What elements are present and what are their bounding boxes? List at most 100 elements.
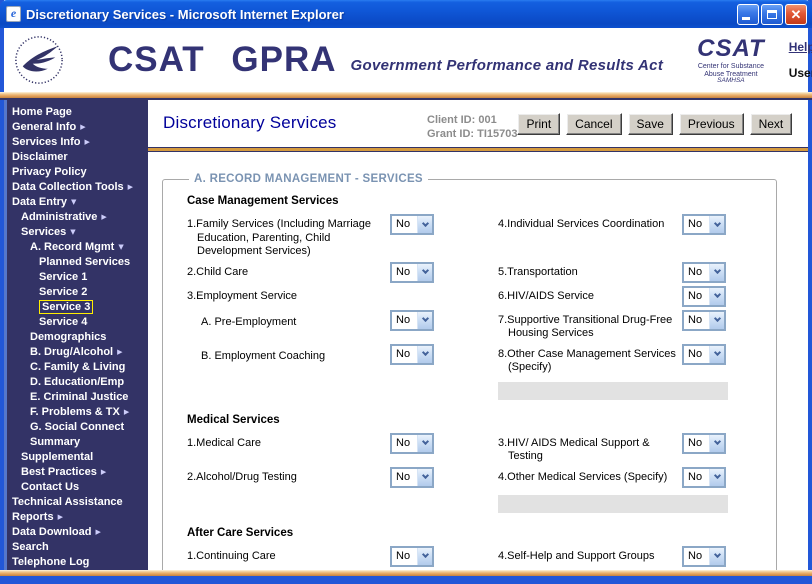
service-select-dropdown[interactable]: No	[682, 309, 726, 331]
next-button[interactable]: Next	[749, 113, 793, 135]
form-row	[187, 491, 772, 516]
service-label: B. Employment Coaching	[201, 349, 326, 362]
sidebar-item-disclaimer[interactable]: Disclaimer	[4, 150, 148, 165]
dropdown-arrow-button[interactable]	[709, 345, 724, 363]
sidebar-item-contact-us[interactable]: Contact Us	[4, 480, 148, 495]
sidebar-item-home-page[interactable]: Home Page	[4, 105, 148, 120]
previous-button[interactable]: Previous	[678, 113, 744, 135]
service-select-dropdown[interactable]: No	[390, 214, 434, 235]
dropdown-arrow-button[interactable]	[709, 311, 724, 329]
select-value: No	[396, 313, 411, 326]
dropdown-arrow-button[interactable]	[709, 547, 724, 565]
sidebar-item-label: Best Practices	[21, 466, 97, 478]
chevron-down-icon	[713, 550, 721, 559]
sidebar-item-search[interactable]: Search	[4, 540, 148, 555]
dropdown-arrow-button[interactable]	[417, 547, 432, 565]
sidebar-item-f-problems-tx[interactable]: F. Problems & TX ▶	[4, 405, 148, 420]
save-button[interactable]: Save	[627, 113, 673, 135]
service-select-dropdown[interactable]: No	[682, 545, 726, 567]
service-label: 1.Continuing Care	[187, 549, 276, 562]
toolbar: Print Cancel Save Previous Next	[517, 113, 802, 135]
print-button[interactable]: Print	[517, 113, 561, 135]
sidebar-item-services[interactable]: Services ▼	[4, 225, 148, 240]
sidebar-item-data-download[interactable]: Data Download ▶	[4, 525, 148, 540]
service-label: 4.Self-Help and Support Groups	[498, 549, 655, 562]
sidebar-item-technical-assistance[interactable]: Technical Assistance	[4, 495, 148, 510]
service-select-dropdown[interactable]: No	[682, 261, 726, 283]
service-label: 1.Family Services (Including Marriage Ed…	[187, 218, 372, 257]
dropdown-arrow-button[interactable]	[709, 434, 724, 452]
sidebar-item-privacy-policy[interactable]: Privacy Policy	[4, 165, 148, 180]
form-row: 1.Medical Care No 3.HIV/ AIDS Medical Supp…	[187, 432, 772, 464]
form-row: 1.Continuing Care No 4.Self-Help and Suppo…	[187, 545, 772, 567]
dropdown-arrow-button[interactable]	[417, 216, 432, 233]
dropdown-arrow-button[interactable]	[709, 263, 724, 281]
app-header: CSAT GPRA Government Performance and Res…	[4, 28, 812, 92]
cancel-button[interactable]: Cancel	[566, 113, 622, 135]
service-select-dropdown[interactable]: No	[390, 466, 434, 488]
minimize-button[interactable]	[737, 3, 759, 25]
dropdown-arrow-button[interactable]	[417, 345, 432, 363]
main-content: Discretionary Services Client ID: 001 Gr…	[148, 100, 808, 570]
service-select-dropdown[interactable]: No	[682, 285, 726, 307]
sidebar-item-data-collection-tools[interactable]: Data Collection Tools ▶	[4, 180, 148, 195]
dropdown-arrow-button[interactable]	[709, 216, 724, 233]
sidebar-item-e-criminal-justice[interactable]: E. Criminal Justice	[4, 390, 148, 405]
form-row: 2.Alcohol/Drug Testing No 4.Other Medical …	[187, 466, 772, 488]
sidebar-item-summary[interactable]: Summary	[4, 435, 148, 450]
specify-input[interactable]	[498, 381, 728, 400]
sidebar-item-service-3[interactable]: Service 3	[4, 300, 148, 315]
service-select-dropdown[interactable]: No	[390, 545, 434, 567]
header-accent-bar	[0, 92, 812, 98]
close-button[interactable]: ✕	[785, 3, 807, 25]
sidebar-item-label: Home Page	[12, 106, 72, 118]
sidebar-item-c-family-living[interactable]: C. Family & Living	[4, 360, 148, 375]
service-select-dropdown[interactable]: No	[682, 569, 726, 570]
sidebar-item-b-drug-alcohol[interactable]: B. Drug/Alcohol ▶	[4, 345, 148, 360]
sidebar-item-service-4[interactable]: Service 4	[4, 315, 148, 330]
service-label: 8.Other Case Management Services (Specif…	[498, 347, 676, 374]
service-select-dropdown[interactable]: No	[682, 466, 726, 488]
service-select-dropdown[interactable]: No	[390, 432, 434, 454]
sidebar-item-supplemental[interactable]: Supplemental	[4, 450, 148, 465]
service-select-dropdown[interactable]: No	[682, 432, 726, 454]
sidebar-item-reports[interactable]: Reports ▶	[4, 510, 148, 525]
service-select-dropdown[interactable]: No	[390, 309, 434, 331]
sidebar-item-g-social-connect[interactable]: G. Social Connect	[4, 420, 148, 435]
sidebar-item-service-2[interactable]: Service 2	[4, 285, 148, 300]
sidebar-item-label: F. Problems & TX	[30, 406, 120, 418]
sidebar-item-service-1[interactable]: Service 1	[4, 270, 148, 285]
sidebar-item-demographics[interactable]: Demographics	[4, 330, 148, 345]
close-icon: ✕	[790, 6, 802, 22]
sidebar-item-planned-services[interactable]: Planned Services	[4, 255, 148, 270]
dropdown-arrow-button[interactable]	[709, 468, 724, 486]
service-select-dropdown[interactable]: No	[390, 343, 434, 365]
dropdown-arrow-button[interactable]	[417, 263, 432, 281]
sidebar-item-a-record-mgmt[interactable]: A. Record Mgmt ▼	[4, 240, 148, 255]
service-select-dropdown[interactable]: No	[682, 343, 726, 365]
service-select-dropdown[interactable]: No	[390, 261, 434, 283]
service-select-dropdown[interactable]: No	[682, 214, 726, 235]
sidebar-item-administrative[interactable]: Administrative ▶	[4, 210, 148, 225]
sidebar-item-services-info[interactable]: Services Info ▶	[4, 135, 148, 150]
brand-title: CSAT GPRA	[108, 40, 337, 79]
service-label: 4.Other Medical Services (Specify)	[498, 470, 668, 483]
client-id-label: Client ID: 001	[427, 114, 497, 126]
maximize-button[interactable]	[761, 3, 783, 25]
service-label: 3.Employment Service	[187, 289, 298, 302]
form-row: 2.Relapse PreventionNo5.Spiritual Suppor…	[187, 569, 772, 570]
sidebar-item-telephone-log[interactable]: Telephone Log	[4, 555, 148, 570]
sidebar-item-general-info[interactable]: General Info ▶	[4, 120, 148, 135]
dropdown-arrow-button[interactable]	[417, 468, 432, 486]
help-link[interactable]: Help	[788, 40, 812, 54]
sidebar-item-best-practices[interactable]: Best Practices ▶	[4, 465, 148, 480]
dropdown-arrow-button[interactable]	[709, 287, 724, 305]
dropdown-arrow-button[interactable]	[417, 311, 432, 329]
sidebar-item-d-education-emp[interactable]: D. Education/Emp	[4, 375, 148, 390]
service-select-dropdown[interactable]: No	[390, 569, 434, 570]
select-value: No	[688, 347, 703, 360]
sidebar-item-data-entry[interactable]: Data Entry ▼	[4, 195, 148, 210]
dropdown-arrow-button[interactable]	[417, 434, 432, 452]
specify-input[interactable]	[498, 494, 728, 513]
brand-block: CSAT GPRA Government Performance and Res…	[108, 40, 663, 80]
